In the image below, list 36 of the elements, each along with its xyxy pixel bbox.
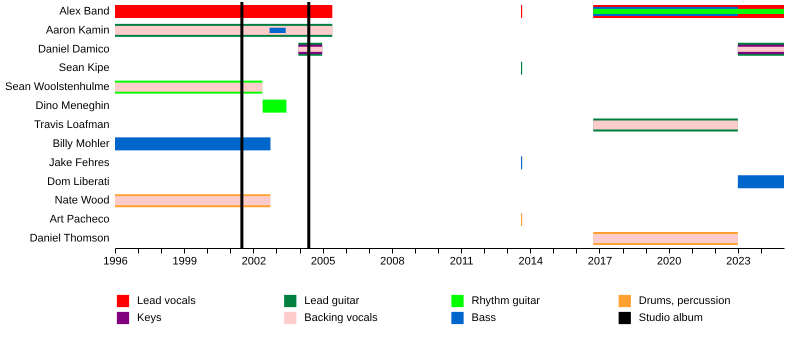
y-tick-label: Travis Loafman <box>34 119 110 131</box>
y-tick-label: Nate Wood <box>54 194 110 207</box>
bar <box>115 4 332 18</box>
legend-label: Keys <box>137 312 162 324</box>
y-tick-label: Art Pacheco <box>50 214 110 226</box>
legend-label: Backing vocals <box>304 312 378 324</box>
y-tick-label: Daniel Damico <box>38 43 110 56</box>
y-tick-label: Billy Mohler <box>52 138 110 150</box>
x-tick-label: 2014 <box>518 256 543 268</box>
y-tick-label: Dino Meneghin <box>36 100 110 112</box>
y-tick-label: Sean Kipe <box>58 62 110 74</box>
legend-label: Drums, percussion <box>638 295 730 307</box>
x-tick-label: 1999 <box>172 256 197 268</box>
legend-label: Lead guitar <box>304 295 360 307</box>
legend-label: Studio album <box>638 312 703 324</box>
y-tick-label: Sean Woolstenhulme <box>5 81 110 94</box>
y-tick-label: Jake Fehres <box>48 156 110 169</box>
x-tick-label: 2008 <box>380 256 405 268</box>
y-tick-label: Daniel Thomson <box>30 232 110 245</box>
x-tick-label: 2005 <box>310 256 336 268</box>
x-tick-label: 1996 <box>103 256 128 268</box>
y-tick-label: Aaron Kamin <box>46 24 110 36</box>
bar <box>738 175 784 188</box>
bar <box>593 8 784 14</box>
bar <box>115 137 270 150</box>
x-tick-label: 2020 <box>656 256 682 268</box>
y-tick-label: Dom Liberati <box>47 176 110 188</box>
legend-label: Rhythm guitar <box>472 295 540 307</box>
x-tick-label: 2023 <box>726 256 751 268</box>
bar <box>262 100 286 113</box>
x-tick-label: 2017 <box>588 256 612 268</box>
x-tick-label: 2002 <box>242 256 266 268</box>
y-tick-label: Alex Band <box>59 5 110 18</box>
legend-label: Bass <box>472 312 496 324</box>
x-tick-label: 2011 <box>450 256 474 268</box>
legend-label: Lead vocals <box>137 295 196 307</box>
